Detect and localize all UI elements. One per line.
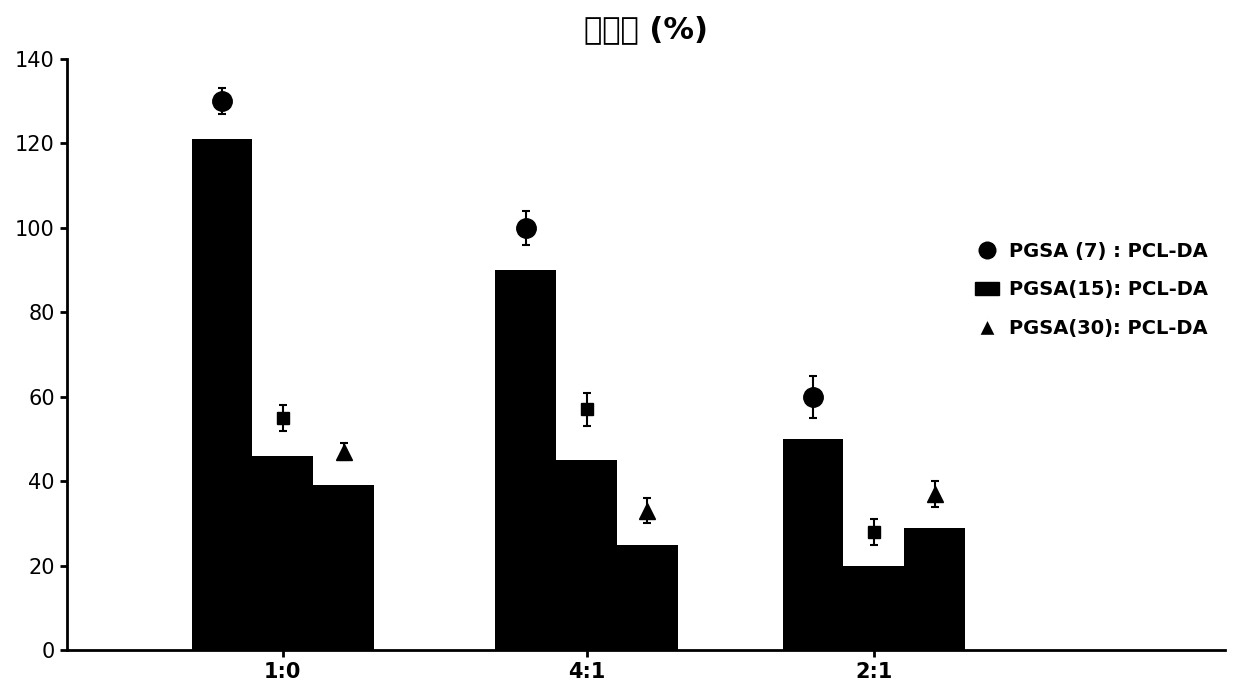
Bar [557, 460, 618, 650]
Bar [496, 270, 557, 650]
Bar [618, 544, 678, 650]
Bar [191, 139, 252, 650]
Bar [904, 528, 965, 650]
Legend: PGSA (7) : PCL-DA, PGSA(15): PCL-DA, PGSA(30): PCL-DA: PGSA (7) : PCL-DA, PGSA(15): PCL-DA, PGS… [967, 234, 1215, 346]
Title: 延伸率 (%): 延伸率 (%) [584, 15, 708, 44]
Bar [314, 485, 374, 650]
Bar [843, 566, 904, 650]
Bar [252, 456, 314, 650]
Bar [782, 439, 843, 650]
